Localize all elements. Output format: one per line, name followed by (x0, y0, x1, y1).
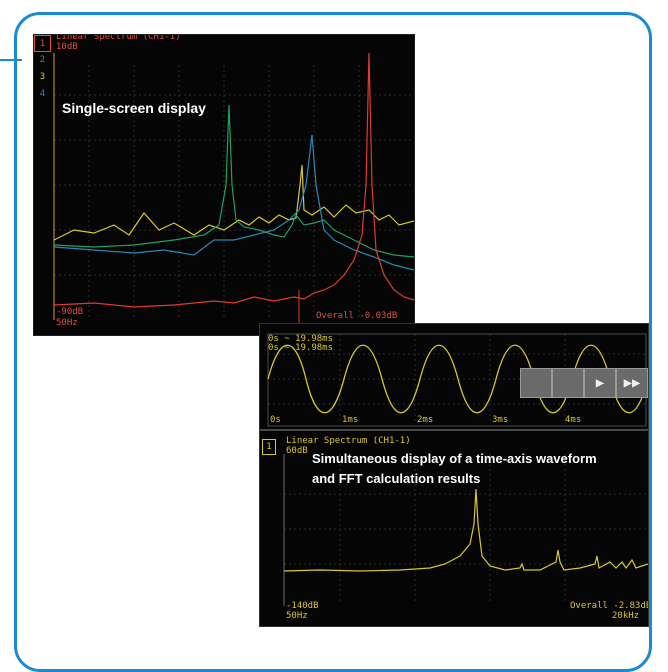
fft-bottom-scale: -140dB (286, 601, 319, 611)
single-screen-caption: Single-screen display (62, 100, 206, 116)
trace-blue (53, 134, 414, 271)
playback-control-1[interactable] (520, 368, 552, 398)
overall-label: Overall -0.03dB (316, 311, 398, 321)
playback-control-2[interactable] (552, 368, 584, 398)
channel-3-button[interactable]: 3 (39, 72, 46, 82)
single-screen-spectrum-display: 1 2 3 4 Linear Spectrum (CH1-1) 10dB -90… (33, 34, 415, 336)
fft-freq-start: 50Hz (286, 611, 308, 621)
spectrum-title: Linear Spectrum (CH1-1) (56, 34, 181, 42)
freq-start-label: 50Hz (56, 318, 78, 328)
top-scale-label: 10dB (56, 42, 78, 52)
trace-red (53, 52, 414, 308)
fft-top-scale: 60dB (286, 446, 308, 456)
time-tick-2: 2ms (417, 415, 434, 425)
fast-forward-button[interactable]: ▶▶ (616, 368, 648, 398)
frame-accent-line (0, 59, 22, 61)
fft-channel-button[interactable]: 1 (262, 439, 276, 455)
time-tick-0: 0s (270, 415, 281, 425)
channel-2-button[interactable]: 2 (39, 55, 46, 65)
time-cursor-a: 0s ~ 19.98ms (268, 334, 334, 344)
time-tick-4: 4ms (565, 415, 582, 425)
time-tick-3: 3ms (492, 415, 509, 425)
fft-spectrum-trace (283, 488, 648, 572)
simultaneous-caption-line1: Simultaneous display of a time-axis wave… (312, 451, 597, 466)
channel-4-button[interactable]: 4 (39, 89, 46, 99)
simultaneous-caption-line2: and FFT calculation results (312, 471, 481, 486)
trace-green (53, 104, 414, 258)
channel-1-button[interactable]: 1 (34, 35, 51, 52)
fft-grid (284, 454, 648, 604)
fft-title: Linear Spectrum (CH1-1) (286, 436, 411, 446)
fft-overall: Overall -2.83dB (570, 601, 649, 611)
time-tick-1: 1ms (342, 415, 359, 425)
dual-display-screen: 0s ~ 19.98ms 0s ~ 19.98ms 0s 1ms 2ms 3ms… (259, 323, 649, 627)
spectrum-plot-area (53, 52, 414, 335)
time-cursor-b: 0s ~ 19.98ms (268, 343, 334, 353)
trace-yellow (53, 164, 414, 241)
grid-lines (54, 65, 414, 320)
bottom-scale-label: -90dB (56, 307, 84, 317)
play-button[interactable]: ▶ (584, 368, 616, 398)
time-waveform (267, 344, 648, 414)
fft-freq-end: 20kHz (612, 611, 640, 621)
